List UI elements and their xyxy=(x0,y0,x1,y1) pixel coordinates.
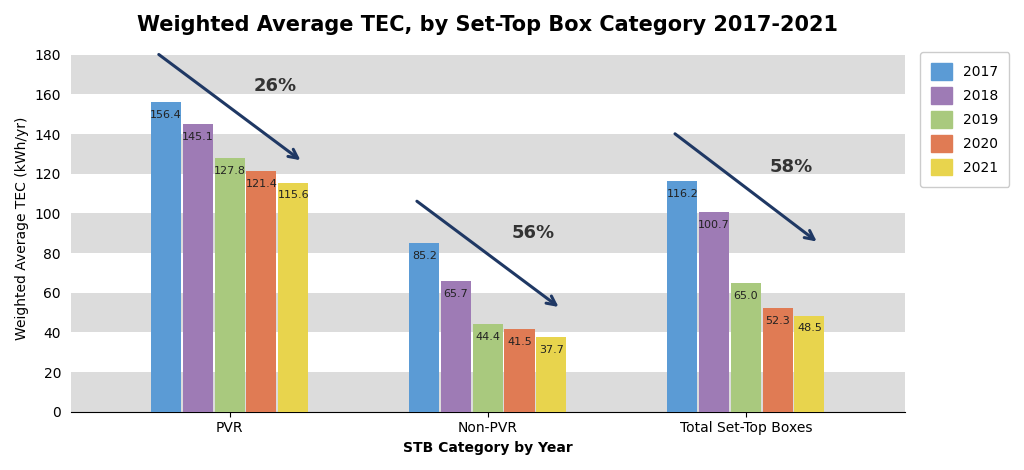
Bar xyxy=(71,253,904,293)
Bar xyxy=(441,282,471,412)
Bar xyxy=(71,372,904,412)
Text: 116.2: 116.2 xyxy=(667,189,698,199)
Text: 85.2: 85.2 xyxy=(412,251,436,261)
Text: 65.7: 65.7 xyxy=(443,290,468,299)
Y-axis label: Weighted Average TEC (kWh/yr): Weighted Average TEC (kWh/yr) xyxy=(15,117,29,340)
Text: 65.0: 65.0 xyxy=(733,291,758,301)
Text: 26%: 26% xyxy=(254,78,297,95)
Bar xyxy=(71,94,904,134)
Bar xyxy=(473,324,503,412)
Text: 100.7: 100.7 xyxy=(698,220,730,230)
Text: 121.4: 121.4 xyxy=(246,179,278,189)
X-axis label: STB Category by Year: STB Category by Year xyxy=(402,441,572,455)
Bar xyxy=(71,213,904,253)
Bar xyxy=(247,171,276,412)
Bar xyxy=(537,337,566,412)
Bar xyxy=(763,308,793,412)
Text: 156.4: 156.4 xyxy=(151,110,182,119)
Bar xyxy=(279,182,308,412)
Bar xyxy=(731,283,761,412)
Text: 58%: 58% xyxy=(770,158,813,176)
Legend: 2017, 2018, 2019, 2020, 2021: 2017, 2018, 2019, 2020, 2021 xyxy=(920,52,1010,187)
Text: 52.3: 52.3 xyxy=(765,316,790,326)
Title: Weighted Average TEC, by Set-Top Box Category 2017-2021: Weighted Average TEC, by Set-Top Box Cat… xyxy=(137,15,839,35)
Text: 145.1: 145.1 xyxy=(182,132,214,142)
Bar xyxy=(182,124,213,412)
Bar xyxy=(795,315,824,412)
Text: 44.4: 44.4 xyxy=(475,332,501,342)
Text: 37.7: 37.7 xyxy=(539,345,564,355)
Bar xyxy=(668,181,697,412)
Bar xyxy=(215,158,245,412)
Bar xyxy=(71,332,904,372)
Bar xyxy=(71,174,904,213)
Bar xyxy=(699,212,729,412)
Text: 48.5: 48.5 xyxy=(797,323,822,334)
Bar xyxy=(410,243,439,412)
Text: 41.5: 41.5 xyxy=(507,337,531,347)
Bar xyxy=(71,293,904,332)
Bar xyxy=(71,134,904,174)
Text: 127.8: 127.8 xyxy=(214,166,246,176)
Bar xyxy=(151,102,181,412)
Text: 56%: 56% xyxy=(512,224,555,242)
Bar xyxy=(71,55,904,94)
Bar xyxy=(505,329,535,412)
Text: 115.6: 115.6 xyxy=(278,190,309,200)
